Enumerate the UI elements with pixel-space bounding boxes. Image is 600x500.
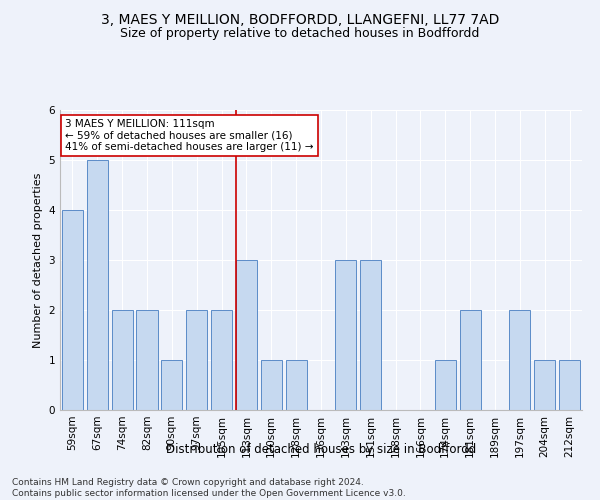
Bar [161, 360, 182, 410]
Bar [186, 310, 207, 410]
Bar [335, 260, 356, 410]
Bar [360, 260, 381, 410]
Bar [559, 360, 580, 410]
Text: 3 MAES Y MEILLION: 111sqm
← 59% of detached houses are smaller (16)
41% of semi-: 3 MAES Y MEILLION: 111sqm ← 59% of detac… [65, 119, 314, 152]
Bar [211, 310, 232, 410]
Bar [286, 360, 307, 410]
Text: 3, MAES Y MEILLION, BODFFORDD, LLANGEFNI, LL77 7AD: 3, MAES Y MEILLION, BODFFORDD, LLANGEFNI… [101, 12, 499, 26]
Bar [509, 310, 530, 410]
Bar [62, 210, 83, 410]
Bar [534, 360, 555, 410]
Bar [136, 310, 158, 410]
Bar [261, 360, 282, 410]
Bar [112, 310, 133, 410]
Y-axis label: Number of detached properties: Number of detached properties [33, 172, 43, 348]
Bar [460, 310, 481, 410]
Text: Distribution of detached houses by size in Bodffordd: Distribution of detached houses by size … [166, 442, 476, 456]
Text: Contains HM Land Registry data © Crown copyright and database right 2024.
Contai: Contains HM Land Registry data © Crown c… [12, 478, 406, 498]
Bar [435, 360, 456, 410]
Bar [87, 160, 108, 410]
Text: Size of property relative to detached houses in Bodffordd: Size of property relative to detached ho… [121, 28, 479, 40]
Bar [236, 260, 257, 410]
